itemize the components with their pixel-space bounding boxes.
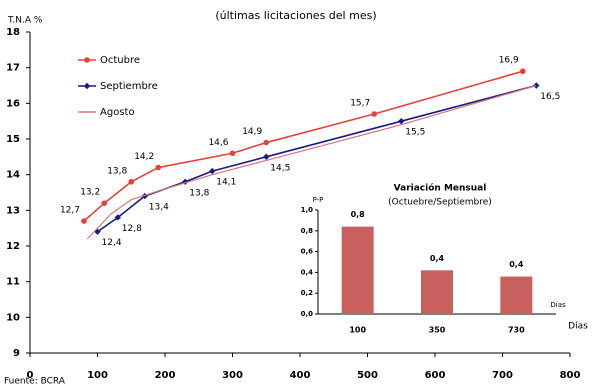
point [371, 111, 378, 117]
x-tick-label: 0 [27, 370, 34, 381]
data-label: 16,5 [540, 92, 560, 102]
x-tick-label: 600 [425, 370, 446, 381]
inset-y-tick-label: 0,8 [301, 227, 314, 235]
point [94, 228, 101, 235]
x-tick-label: 300 [222, 370, 243, 381]
y-tick-label: 10 [6, 312, 20, 323]
y-tick-label: 11 [6, 277, 20, 288]
x-tick-label: 400 [290, 370, 311, 381]
data-label: 13,2 [80, 188, 100, 198]
point [263, 139, 270, 146]
x-tick-label: 500 [357, 370, 378, 381]
bar [500, 276, 533, 314]
inset-y-tick-label: 0,0 [301, 310, 314, 318]
data-label: 15,7 [350, 99, 370, 109]
y-tick-label: 15 [6, 134, 20, 145]
legend-marker [83, 82, 91, 90]
point [114, 214, 121, 221]
data-label: 14,1 [216, 178, 236, 188]
y-tick-label: 13 [6, 205, 20, 216]
source: Fuente: BCRA [4, 377, 66, 387]
bar [421, 270, 453, 314]
bar-label: 0,8 [351, 210, 366, 219]
x-tick-label: 800 [560, 370, 581, 381]
series-line [86, 84, 537, 240]
inset-x-tick-label: 350 [429, 326, 446, 335]
y-tick-label: 18 [6, 27, 20, 38]
point [398, 117, 405, 125]
series-line [83, 70, 523, 222]
data-label: 16,9 [499, 56, 519, 66]
data-label: 12,8 [122, 224, 142, 234]
legend-marker [84, 57, 90, 63]
legend-label: Octubre [100, 55, 140, 66]
data-label: 12,7 [60, 206, 80, 216]
data-label: 13,4 [149, 203, 169, 213]
inset-y-tick-label: 0,6 [301, 248, 314, 256]
x-tick-label: 200 [155, 370, 176, 381]
inset-subtitle: (Octuebre/Septiembre) [388, 198, 492, 208]
data-label: 13,8 [107, 166, 127, 176]
legend-label: Agosto [100, 107, 135, 118]
data-label: 12,4 [102, 238, 122, 248]
data-label: 14,2 [134, 152, 154, 162]
y-tick-label: 12 [6, 241, 20, 252]
inset-y-tick-label: 0,4 [301, 268, 314, 276]
data-label: 13,8 [189, 188, 209, 198]
bar [341, 226, 374, 314]
y-axis-label: T.N.A % [7, 16, 43, 26]
data-label: 15,5 [405, 128, 425, 138]
y-tick-label: 17 [6, 63, 20, 74]
data-label: 14,9 [242, 127, 262, 137]
inset-x-label: Días [550, 301, 566, 309]
inset-y-label: P-P [313, 196, 324, 204]
y-tick-label: 16 [6, 98, 20, 109]
y-tick-label: 9 [13, 348, 20, 359]
point [229, 150, 236, 157]
x-tick-label: 100 [87, 370, 108, 381]
x-tick-label: 700 [492, 370, 513, 381]
bar-label: 0,4 [430, 254, 445, 263]
point [263, 153, 270, 161]
bar-label: 0,4 [509, 260, 524, 269]
point [101, 200, 108, 206]
inset-y-tick-label: 0,2 [301, 289, 314, 297]
point [209, 167, 216, 175]
point [128, 179, 135, 185]
data-label: 14,5 [270, 163, 290, 173]
inset-x-tick-label: 100 [349, 326, 366, 335]
series-line [97, 84, 537, 233]
y-tick-label: 14 [6, 170, 20, 181]
chart-subtitle: (últimas licitaciones del mes) [215, 9, 376, 22]
point [519, 68, 526, 75]
point [81, 218, 87, 224]
x-axis-label: Días [568, 322, 588, 332]
inset-y-tick-label: 1,0 [301, 206, 314, 214]
data-label: 14,6 [208, 138, 228, 148]
legend-label: Septiembre [100, 81, 158, 92]
inset-title: Variación Mensual [394, 183, 487, 194]
inset-x-tick-label: 730 [508, 326, 525, 335]
point [155, 164, 162, 171]
